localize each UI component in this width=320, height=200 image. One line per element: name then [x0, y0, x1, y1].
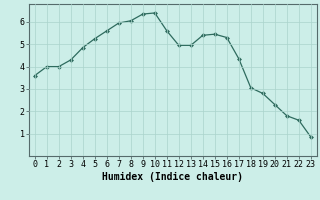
X-axis label: Humidex (Indice chaleur): Humidex (Indice chaleur): [102, 172, 243, 182]
